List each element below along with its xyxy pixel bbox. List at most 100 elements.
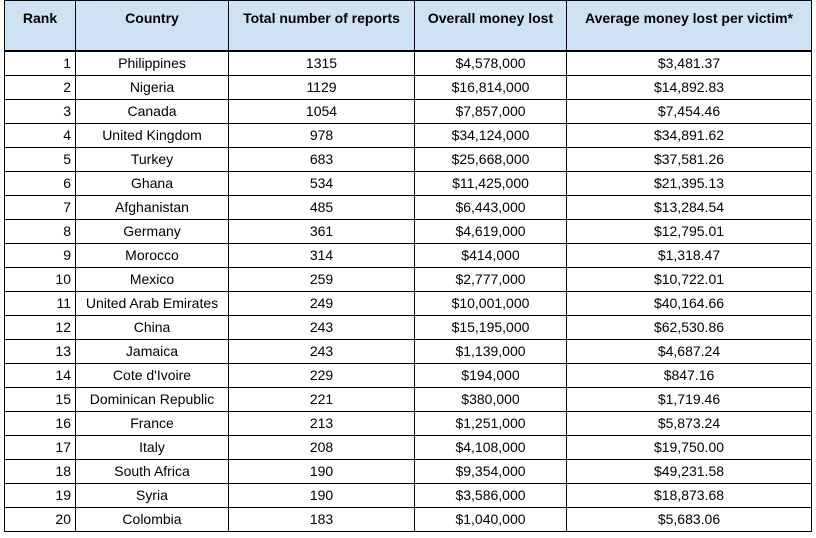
cell-country: Philippines	[75, 50, 229, 76]
cell-average-money-lost: $49,231.58	[566, 458, 812, 484]
cell-rank: 13	[4, 338, 76, 364]
cell-country: Morocco	[75, 242, 229, 268]
cell-country: Colombia	[75, 506, 229, 532]
cell-total-reports: 190	[228, 482, 415, 508]
cell-total-reports: 978	[228, 122, 415, 148]
cell-overall-money-lost: $1,139,000	[414, 338, 567, 364]
cell-total-reports: 259	[228, 266, 415, 292]
cell-rank: 20	[4, 506, 76, 532]
table-row: 3 Canada 1054 $7,857,000 $7,454.46	[4, 98, 812, 124]
cell-rank: 1	[4, 50, 76, 76]
cell-rank: 9	[4, 242, 76, 268]
cell-rank: 3	[4, 98, 76, 124]
cell-overall-money-lost: $194,000	[414, 362, 567, 388]
cell-overall-money-lost: $380,000	[414, 386, 567, 412]
table-body: 1 Philippines 1315 $4,578,000 $3,481.37 2 Nige…	[4, 50, 812, 532]
cell-rank: 14	[4, 362, 76, 388]
cell-overall-money-lost: $10,001,000	[414, 290, 567, 316]
cell-overall-money-lost: $3,586,000	[414, 482, 567, 508]
cell-country: United Arab Emirates	[75, 290, 229, 316]
cell-rank: 19	[4, 482, 76, 508]
table-row: 17 Italy 208 $4,108,000 $19,750.00	[4, 434, 812, 460]
cell-total-reports: 190	[228, 458, 415, 484]
cell-overall-money-lost: $6,443,000	[414, 194, 567, 220]
cell-average-money-lost: $14,892.83	[566, 74, 812, 100]
cell-average-money-lost: $12,795.01	[566, 218, 812, 244]
cell-total-reports: 1129	[228, 74, 415, 100]
cell-country: Canada	[75, 98, 229, 124]
table-row: 7 Afghanistan 485 $6,443,000 $13,284.54	[4, 194, 812, 220]
cell-overall-money-lost: $1,251,000	[414, 410, 567, 436]
cell-country: United Kingdom	[75, 122, 229, 148]
cell-country: South Africa	[75, 458, 229, 484]
table-header: Rank Country Total number of reports Ove…	[4, 0, 812, 51]
cell-average-money-lost: $5,683.06	[566, 506, 812, 532]
table-row: 15 Dominican Republic 221 $380,000 $1,719.46	[4, 386, 812, 412]
table-row: 16 France 213 $1,251,000 $5,873.24	[4, 410, 812, 436]
cell-average-money-lost: $4,687.24	[566, 338, 812, 364]
header-average-money-lost: Average money lost per victim*	[566, 0, 812, 51]
cell-country: Syria	[75, 482, 229, 508]
table-row: 10 Mexico 259 $2,777,000 $10,722.01	[4, 266, 812, 292]
cell-overall-money-lost: $34,124,000	[414, 122, 567, 148]
cell-average-money-lost: $1,719.46	[566, 386, 812, 412]
cell-rank: 16	[4, 410, 76, 436]
cell-total-reports: 213	[228, 410, 415, 436]
cell-total-reports: 208	[228, 434, 415, 460]
cell-rank: 8	[4, 218, 76, 244]
cell-rank: 12	[4, 314, 76, 340]
cell-country: Mexico	[75, 266, 229, 292]
table-row: 12 China 243 $15,195,000 $62,530.86	[4, 314, 812, 340]
cell-total-reports: 243	[228, 314, 415, 340]
table-row: 18 South Africa 190 $9,354,000 $49,231.58	[4, 458, 812, 484]
cell-rank: 11	[4, 290, 76, 316]
header-country: Country	[75, 0, 229, 51]
table-row: 11 United Arab Emirates 249 $10,001,000 $40,…	[4, 290, 812, 316]
cell-country: France	[75, 410, 229, 436]
cell-total-reports: 683	[228, 146, 415, 172]
cell-country: Jamaica	[75, 338, 229, 364]
header-total-reports: Total number of reports	[228, 0, 415, 51]
cell-average-money-lost: $62,530.86	[566, 314, 812, 340]
cell-overall-money-lost: $1,040,000	[414, 506, 567, 532]
cell-overall-money-lost: $2,777,000	[414, 266, 567, 292]
cell-overall-money-lost: $11,425,000	[414, 170, 567, 196]
cell-total-reports: 314	[228, 242, 415, 268]
table-row: 19 Syria 190 $3,586,000 $18,873.68	[4, 482, 812, 508]
table-row: 8 Germany 361 $4,619,000 $12,795.01	[4, 218, 812, 244]
cell-rank: 4	[4, 122, 76, 148]
cell-overall-money-lost: $4,578,000	[414, 50, 567, 76]
cell-overall-money-lost: $414,000	[414, 242, 567, 268]
cell-rank: 17	[4, 434, 76, 460]
cell-overall-money-lost: $7,857,000	[414, 98, 567, 124]
cell-total-reports: 534	[228, 170, 415, 196]
cell-average-money-lost: $37,581.26	[566, 146, 812, 172]
cell-average-money-lost: $847.16	[566, 362, 812, 388]
cell-rank: 6	[4, 170, 76, 196]
cell-country: Dominican Republic	[75, 386, 229, 412]
cell-country: Italy	[75, 434, 229, 460]
table-row: 1 Philippines 1315 $4,578,000 $3,481.37	[4, 50, 812, 76]
cell-total-reports: 485	[228, 194, 415, 220]
cell-total-reports: 221	[228, 386, 415, 412]
cell-average-money-lost: $3,481.37	[566, 50, 812, 76]
cell-country: Afghanistan	[75, 194, 229, 220]
cell-overall-money-lost: $16,814,000	[414, 74, 567, 100]
cell-average-money-lost: $19,750.00	[566, 434, 812, 460]
cell-country: Turkey	[75, 146, 229, 172]
cell-average-money-lost: $13,284.54	[566, 194, 812, 220]
cell-average-money-lost: $18,873.68	[566, 482, 812, 508]
cell-average-money-lost: $21,395.13	[566, 170, 812, 196]
cell-average-money-lost: $34,891.62	[566, 122, 812, 148]
cell-country: China	[75, 314, 229, 340]
cell-country: Germany	[75, 218, 229, 244]
table-row: 6 Ghana 534 $11,425,000 $21,395.13	[4, 170, 812, 196]
header-rank: Rank	[4, 0, 76, 51]
cell-overall-money-lost: $4,619,000	[414, 218, 567, 244]
table-row: 14 Cote d'Ivoire 229 $194,000 $847.16	[4, 362, 812, 388]
cell-average-money-lost: $40,164.66	[566, 290, 812, 316]
table-row: 4 United Kingdom 978 $34,124,000 $34,891.62	[4, 122, 812, 148]
cell-overall-money-lost: $4,108,000	[414, 434, 567, 460]
cell-average-money-lost: $10,722.01	[566, 266, 812, 292]
header-row: Rank Country Total number of reports Ove…	[4, 0, 812, 51]
